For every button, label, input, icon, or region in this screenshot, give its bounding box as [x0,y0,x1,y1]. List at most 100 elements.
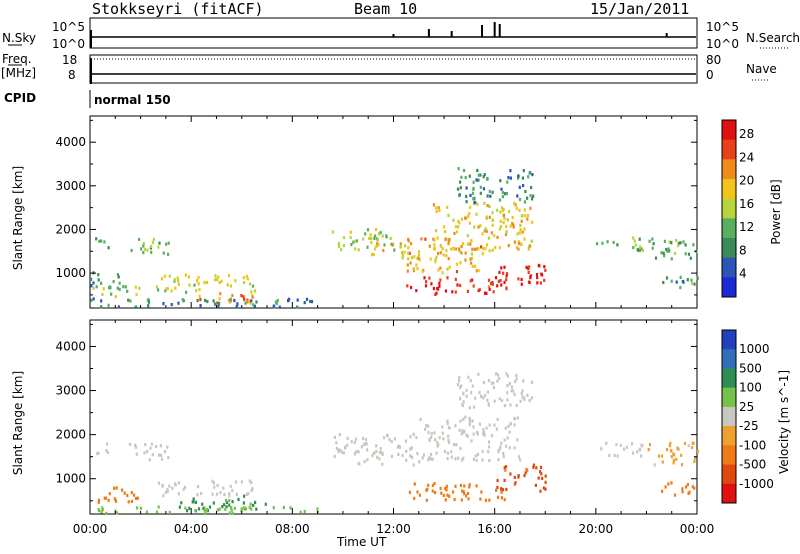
velocity-cell [121,488,124,492]
velocity-cell [357,461,360,465]
power-cell [399,245,402,249]
power-cell [408,251,411,255]
velocity-cell [335,446,338,451]
power-cell [538,264,541,268]
velocity-cell [532,463,535,467]
power-cell [455,270,459,274]
velocity-cell [526,393,529,397]
power-cell [249,301,252,305]
power-cell [543,265,546,269]
velocity-cell [461,402,464,407]
power-cell [184,273,187,277]
velocity-cell [461,458,464,462]
power-cell [309,299,312,303]
velocity-cell [532,465,535,469]
power-cell [406,263,409,267]
velocity-cell [492,386,495,390]
power-cell [407,246,410,250]
power-cell [251,284,255,288]
power-cell [512,225,515,229]
velocity-cell [441,431,444,435]
velocity-cell [200,491,203,495]
power-cell [505,286,508,290]
power-cell [117,275,120,279]
velocity-cell [434,491,437,495]
power-cell [103,240,106,244]
power-cell [432,237,435,241]
power-cell [97,278,100,282]
power-cell [469,257,472,261]
power-cell [505,230,508,234]
power-cell [448,237,451,241]
power-cell [454,290,457,294]
velocity-cell [497,373,500,377]
velocity-cell [539,489,542,493]
power-cell [401,254,405,258]
velocity-cell [166,445,169,449]
power-cell [663,239,666,243]
power-cell [491,190,494,194]
velocity-cell [541,476,544,480]
power-cell [529,244,532,248]
power-cell [177,282,180,286]
velocity-cell [212,501,215,505]
velocity-cell [466,434,469,438]
power-cell [447,238,450,242]
velocity-cell [467,497,470,501]
power-cell [494,276,498,280]
velocity-cell [428,456,431,460]
velocity-cell [444,498,447,502]
power-cell [670,241,673,245]
power-cell [666,249,669,253]
power-cell [375,244,378,248]
velocity-cell [471,419,474,423]
velocity-cell [378,457,381,461]
power-cell [185,290,188,294]
velocity-cell [145,510,148,514]
velocity-cell [510,385,513,389]
power-cell [92,297,95,301]
power-cell [470,256,473,260]
power-cell [543,278,546,282]
velocity-cell [439,486,442,490]
power-cell [525,265,528,269]
velocity-cell [225,500,229,504]
power-cell [480,245,483,249]
velocity-cell [128,442,132,446]
power-cell [403,250,406,254]
power-cell [473,200,476,204]
velocity-cell [487,445,491,449]
power-cell [244,301,247,305]
power-cell [296,305,299,309]
power-cell [518,197,522,202]
power-cell [444,230,447,234]
power-cell [468,221,471,225]
power-cell [479,191,482,195]
power-cell [147,298,150,302]
cpid-label: CPID [4,91,37,105]
velocity-cell [468,483,471,487]
velocity-cell [433,431,436,435]
power-cell [482,175,485,179]
power-cell [679,286,682,290]
power-cell [444,238,447,242]
power-cell [478,288,481,292]
power-cell [352,240,355,244]
velocity-cell [600,447,603,451]
x-tick-label: 00:00 [73,522,108,536]
power-cell [464,258,467,262]
power-cell [129,299,132,303]
power-cell [677,241,680,245]
velocity-colorbar-segment [722,330,736,350]
velocity-cell [96,451,99,456]
power-cell [168,274,171,278]
velocity-cell [463,484,466,488]
power-cell [470,252,473,256]
power-cell [456,283,459,287]
velocity-cell [544,480,547,484]
velocity-cell [677,447,680,451]
power-cell [199,304,202,308]
power-cell [447,213,450,217]
power-cell [474,264,477,268]
power-cell [504,192,507,196]
